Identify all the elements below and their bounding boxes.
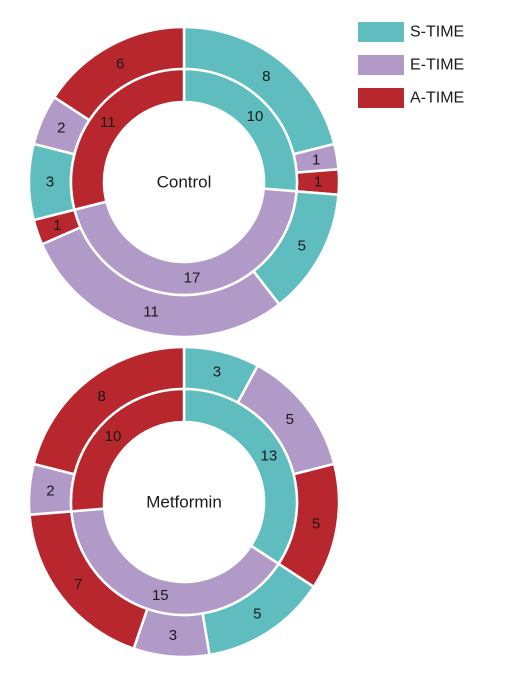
outer-slice-label: 3 — [169, 627, 177, 644]
outer-slice-label: 1 — [312, 151, 320, 168]
outer-slice-label: 6 — [116, 56, 124, 73]
outer-slice-label: 5 — [298, 237, 306, 254]
inner-slice-label: 10 — [247, 108, 264, 125]
donut-center-label: Metformin — [146, 493, 222, 512]
outer-slice-label: 5 — [312, 516, 320, 533]
outer-slice-label: 3 — [46, 174, 54, 191]
inner-slice-label: 13 — [261, 448, 278, 465]
outer-slice-label: 1 — [53, 217, 61, 234]
legend-swatch-e-time — [358, 55, 404, 75]
legend: S-TIME E-TIME A-TIME — [358, 22, 464, 108]
legend-swatch-s-time — [358, 22, 404, 42]
outer-slice-label: 11 — [143, 303, 159, 320]
outer-slice-label: 5 — [253, 606, 261, 623]
inner-slice-label: 11 — [100, 114, 116, 131]
donut-chart-metformin: 3 5 5 5 3 7 2 8 13 15 10 Metformin — [27, 345, 341, 659]
inner-slice-a-time — [69, 67, 186, 211]
legend-label: S-TIME — [410, 24, 464, 41]
legend-label: E-TIME — [410, 57, 464, 74]
outer-slice-label: 8 — [98, 388, 106, 405]
inner-slice-label: 15 — [152, 587, 169, 604]
outer-slice-label: 2 — [46, 482, 54, 499]
outer-slice-label: 2 — [57, 120, 65, 137]
outer-slice-label: 7 — [74, 576, 82, 593]
donut-center-label: Control — [157, 173, 212, 192]
outer-slice-label: 3 — [213, 364, 221, 381]
outer-slice-label: 5 — [286, 411, 294, 428]
inner-slice-a-time — [69, 387, 186, 513]
inner-slice-label: 17 — [184, 270, 201, 287]
donut-charts: 8115111326101711Control35553728131510Met… — [27, 25, 341, 659]
inner-slice-e-time — [70, 507, 280, 617]
legend-swatch-a-time — [358, 88, 404, 108]
outer-slice-label: 1 — [314, 174, 322, 191]
outer-slice-label: 8 — [262, 68, 270, 85]
legend-label: A-TIME — [410, 90, 464, 107]
inner-slice-e-time — [73, 187, 298, 297]
inner-slice-label: 10 — [105, 428, 122, 445]
